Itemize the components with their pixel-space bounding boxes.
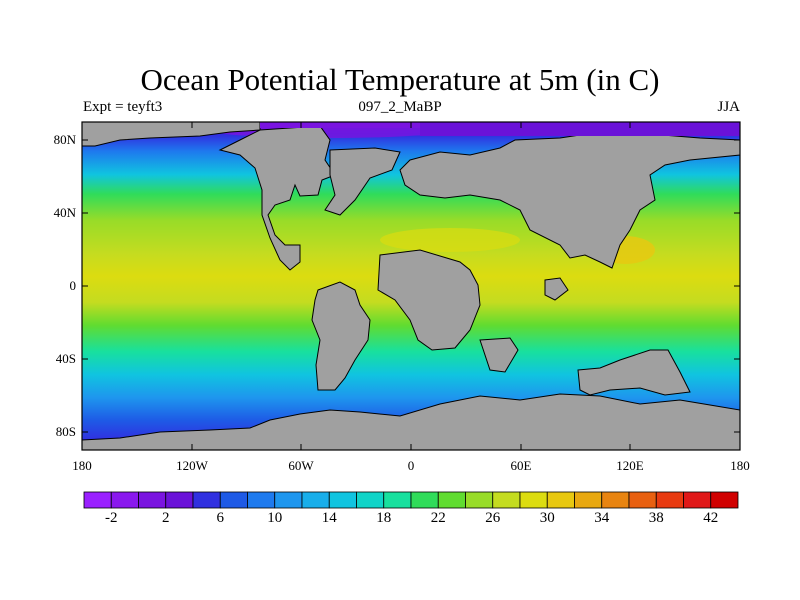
colorbar-label: 18 [376, 510, 392, 526]
land-southeast-africa [479, 337, 519, 373]
colorbar-swatch [165, 491, 194, 509]
polar-sea-strip [420, 122, 740, 136]
colorbar-swatch [328, 491, 357, 509]
colorbar-label: 2 [162, 510, 170, 526]
lon-label-180e: 180 [730, 458, 750, 473]
colorbar-swatch [274, 491, 303, 509]
lat-ticks [82, 139, 740, 433]
lat-label-40n: 40N [53, 205, 76, 220]
colorbar-swatch [628, 491, 657, 509]
lon-label-0: 0 [407, 458, 415, 473]
polar-sea-strip-west [260, 122, 420, 128]
warm-pool-tethys [380, 228, 520, 252]
colorbar-swatch [247, 491, 276, 509]
land-greenland [324, 147, 401, 216]
colorbar-swatch [655, 491, 684, 509]
colorbar-swatch [83, 491, 112, 509]
lon-label-180w: 180 [72, 458, 92, 473]
colorbar-swatch [356, 491, 385, 509]
lon-label-120e: 120E [616, 458, 644, 473]
land-india [544, 277, 569, 301]
colorbar-label: 26 [485, 510, 501, 526]
colorbar-swatch [383, 491, 412, 509]
lon-ticks [81, 122, 741, 450]
colorbar-label: 14 [321, 510, 337, 526]
colorbar-swatch [601, 491, 630, 509]
lat-label-40s: 40S [55, 351, 76, 366]
colorbar-swatch [410, 491, 439, 509]
colorbar-label: 22 [430, 510, 446, 526]
land-south-america [311, 281, 371, 391]
colorbar-label: 30 [539, 510, 555, 526]
colorbar-swatch [110, 491, 139, 509]
colorbar-swatch [574, 491, 603, 509]
colorbar-label: 10 [267, 510, 283, 526]
colorbar-swatch [546, 491, 575, 509]
lat-label-80s: 80S [55, 424, 76, 439]
colorbar-label: -2 [105, 510, 118, 526]
colorbar-swatch [192, 491, 221, 509]
colorbar-label: 42 [703, 510, 719, 526]
lat-label-80n: 80N [53, 132, 76, 147]
colorbar-swatch [138, 491, 167, 509]
colorbar-label: 6 [216, 510, 225, 526]
lat-label-0: 0 [69, 278, 77, 293]
land-masses [81, 121, 741, 451]
experiment-label: Expt = teyft3 [83, 99, 163, 115]
age-label: 097_2_MaBP [358, 99, 442, 115]
colorbar-swatch [683, 491, 712, 509]
colorbar-swatch [492, 491, 521, 509]
map-title: Ocean Potential Temperature at 5m (in C) [140, 62, 660, 97]
season-label: JJA [717, 99, 740, 115]
colorbar-swatch [465, 491, 494, 509]
land-antarctica [81, 393, 741, 451]
colorbar-label: 34 [594, 510, 610, 526]
colorbar-swatch [437, 491, 466, 509]
colorbar-swatch [519, 491, 548, 509]
land-eurasia [399, 131, 741, 269]
colorbar-swatch [301, 491, 330, 509]
land-africa [377, 249, 481, 351]
lon-label-60e: 60E [510, 458, 532, 473]
lon-label-120w: 120W [176, 458, 208, 473]
colorbar-swatch [219, 491, 248, 509]
colorbar-swatch [710, 491, 739, 509]
lon-label-60w: 60W [288, 458, 314, 473]
colorbar [83, 491, 739, 509]
colorbar-label: 38 [648, 510, 664, 526]
